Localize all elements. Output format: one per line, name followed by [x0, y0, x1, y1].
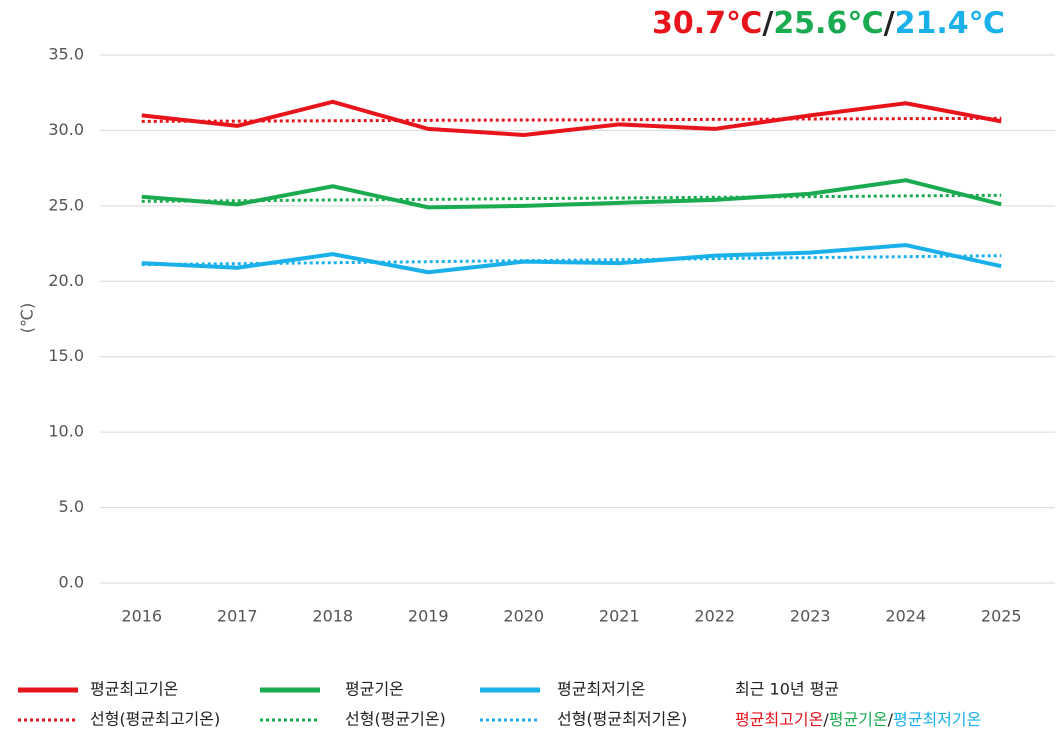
legend-label: 평균기온 [345, 680, 404, 699]
y-tick-label: 25.0 [48, 195, 84, 214]
series-line [141, 178, 1002, 210]
annotation-part: / [884, 6, 895, 41]
x-tick-label: 2020 [503, 607, 544, 626]
x-tick-label: 2023 [790, 607, 831, 626]
average-legend-part: / [888, 710, 894, 729]
x-tick-label: 2016 [121, 607, 162, 626]
x-tick-label: 2024 [885, 607, 926, 626]
annotation-part: 21.4℃ [895, 6, 1005, 41]
legend-label: 선형(평균최저기온) [557, 710, 687, 729]
legend-label: 평균최저기온 [557, 680, 645, 699]
y-tick-label: 30.0 [48, 120, 84, 139]
average-legend: 평균최고기온/평균기온/평균최저기온 [735, 710, 981, 729]
annotation: 30.7℃/25.6℃/21.4℃ [652, 6, 1005, 41]
annotation-part: / [762, 6, 773, 41]
trend-line [141, 193, 1002, 203]
average-legend-part: 평균기온 [829, 710, 888, 729]
y-tick-label: 0.0 [59, 573, 84, 592]
series-line [141, 243, 1002, 275]
y-tick-label: 35.0 [48, 45, 84, 64]
x-tick-label: 2019 [408, 607, 449, 626]
x-tick-label: 2018 [312, 607, 353, 626]
y-tick-label: 5.0 [59, 497, 84, 516]
annotation-part: 30.7℃ [652, 6, 762, 41]
y-tick-label: 20.0 [48, 271, 84, 290]
x-tick-label: 2025 [981, 607, 1022, 626]
legend-label: 선형(평균기온) [345, 710, 446, 729]
average-legend-part: 평균최저기온 [893, 710, 981, 729]
annotation-part: 25.6℃ [773, 6, 883, 41]
y-tick-label: 10.0 [48, 422, 84, 441]
y-axis-label: (℃) [18, 303, 37, 333]
average-legend-part: 평균최고기온 [735, 710, 823, 729]
y-tick-label: 15.0 [48, 346, 84, 365]
series-line [141, 99, 1002, 137]
average-legend-title: 최근 10년 평균 [735, 680, 839, 699]
trend-line [141, 116, 1002, 123]
legend-label: 평균최고기온 [90, 680, 178, 699]
x-tick-label: 2017 [217, 607, 258, 626]
x-tick-label: 2021 [599, 607, 640, 626]
average-legend-part: / [823, 710, 829, 729]
trend-line [141, 254, 1002, 267]
legend-label: 선형(평균최고기온) [90, 710, 220, 729]
x-tick-label: 2022 [694, 607, 735, 626]
